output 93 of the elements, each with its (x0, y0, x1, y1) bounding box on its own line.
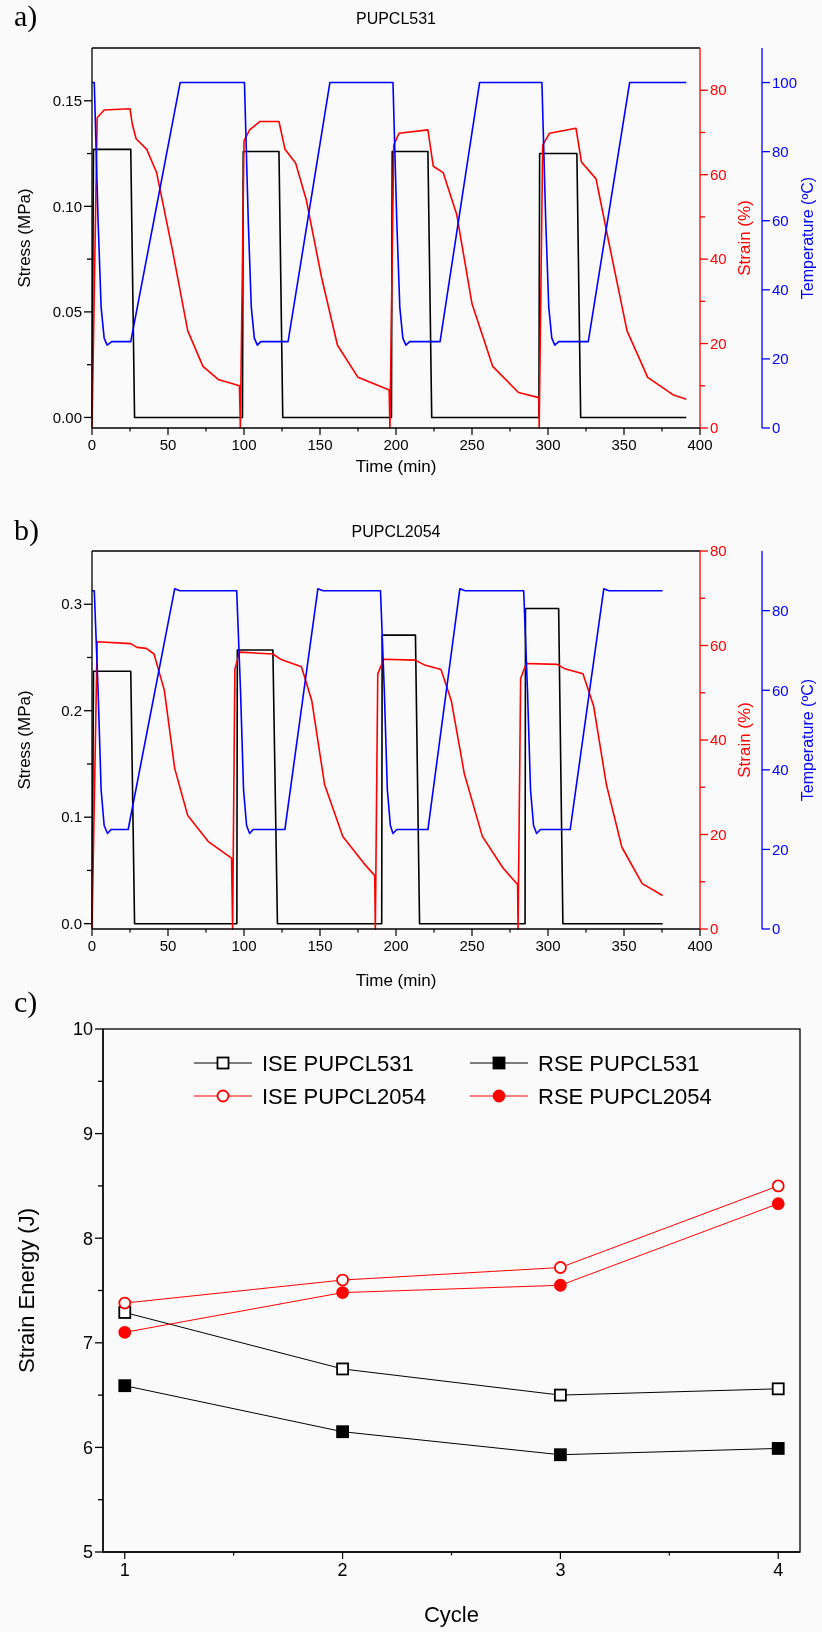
y3-tick-label: 60 (772, 211, 789, 229)
point (336, 1273, 349, 1287)
x-tick-label: 400 (687, 436, 713, 453)
legend-label: ISE PUPCL531 (262, 1051, 414, 1076)
y-tick-label: 5 (82, 1542, 93, 1563)
y2-tick-label: 60 (710, 636, 727, 654)
y-tick-label: 6 (82, 1437, 93, 1458)
y-tick-label: 0.15 (52, 92, 82, 110)
point (554, 1388, 567, 1402)
y-tick-label: 8 (82, 1228, 93, 1249)
x-tick-label: 350 (611, 436, 637, 453)
x-tick-label: 4 (773, 1560, 784, 1581)
x-tick-label: 250 (459, 436, 485, 453)
point (771, 1179, 785, 1193)
y-axis-title: Strain Energy (J) (14, 1207, 39, 1374)
y-tick-label: 7 (82, 1333, 93, 1354)
y3-tick-label: 20 (772, 350, 789, 368)
y3-axis-title: Temperature (ºC) (799, 678, 816, 802)
point (554, 1448, 567, 1462)
legend-label: ISE PUPCL2054 (262, 1084, 426, 1109)
line-series (91, 81, 688, 346)
x-axis-title: Time (min) (355, 457, 437, 476)
line-series (91, 588, 664, 835)
y-tick-label: 0.3 (61, 595, 82, 613)
y3-tick-label: 40 (772, 761, 789, 779)
x-tick-label: 150 (307, 436, 333, 453)
y-tick-label: 9 (82, 1123, 93, 1144)
x-tick-label: 100 (231, 436, 257, 453)
y2-tick-label: 20 (710, 334, 727, 352)
point (336, 1286, 349, 1299)
point (336, 1425, 349, 1439)
x-tick-label: 250 (459, 937, 485, 954)
x-tick-label: 300 (535, 937, 561, 954)
x-tick-label: 200 (383, 937, 409, 954)
x-tick-label: 2 (337, 1560, 348, 1581)
x-tick-label: 300 (535, 436, 561, 453)
x-tick-label: 100 (231, 937, 257, 954)
x-tick-label: 1 (119, 1560, 130, 1581)
y-axis-title: Stress (MPa) (15, 690, 34, 790)
y3-axis-title: Temperature (ºC) (799, 176, 816, 300)
x-tick-label: 3 (555, 1560, 566, 1581)
y-axis-title: Stress (MPa) (15, 188, 34, 288)
x-tick-label: 350 (611, 937, 637, 954)
y2-tick-label: 80 (710, 542, 727, 560)
point (771, 1382, 785, 1396)
point (771, 1197, 785, 1211)
y-tick-label: 0.2 (61, 701, 82, 719)
y3-tick-label: 80 (772, 142, 789, 160)
y-tick-label: 0.0 (61, 914, 82, 932)
y2-tick-label: 60 (710, 165, 727, 183)
point (336, 1362, 349, 1376)
chart-title: PUPCL2054 (351, 523, 441, 540)
point (554, 1261, 567, 1274)
x-tick-label: 50 (159, 937, 177, 954)
y-tick-label: 0.05 (52, 303, 82, 321)
y2-tick-label: 40 (710, 250, 727, 268)
text: c) (14, 985, 38, 1019)
y3-tick-label: 20 (772, 840, 789, 858)
x-tick-label: 150 (307, 937, 333, 954)
x-tick-label: 50 (159, 436, 177, 453)
y3-tick-label: 0 (772, 920, 781, 938)
point (118, 1325, 132, 1339)
y2-tick-label: 0 (710, 419, 719, 437)
y2-tick-label: 0 (710, 920, 719, 938)
y3-tick-label: 40 (772, 281, 789, 299)
chart-title: PUPCL531 (355, 10, 437, 27)
x-tick-label: 400 (687, 937, 713, 954)
point (118, 1296, 132, 1310)
point (118, 1379, 132, 1393)
y3-tick-label: 0 (772, 419, 781, 437)
y2-tick-label: 20 (710, 825, 727, 843)
point (771, 1442, 785, 1455)
legend-label: RSE PUPCL531 (538, 1051, 700, 1076)
y-tick-label: 10 (72, 1019, 93, 1040)
y2-axis-title: Strain (%) (735, 702, 754, 778)
x-tick-label: 0 (87, 436, 97, 453)
x-tick-label: 0 (87, 937, 97, 954)
x-tick-label: 200 (383, 436, 409, 453)
y-tick-label: 0.1 (61, 808, 82, 826)
y2-tick-label: 40 (710, 731, 727, 749)
y-tick-label: 0.00 (52, 408, 82, 426)
y3-tick-label: 60 (772, 681, 789, 699)
x-axis-title: Cycle (423, 1602, 480, 1627)
y2-tick-label: 80 (710, 81, 727, 99)
y3-tick-label: 80 (772, 601, 789, 619)
x-axis-title: Time (min) (355, 971, 437, 990)
y2-axis-title: Strain (%) (735, 200, 754, 276)
point (554, 1278, 567, 1292)
text: b) (14, 513, 39, 547)
legend-label: RSE PUPCL2054 (538, 1084, 712, 1109)
y-tick-label: 0.10 (52, 197, 82, 215)
y3-tick-label: 100 (772, 73, 798, 91)
text: a) (14, 0, 38, 33)
